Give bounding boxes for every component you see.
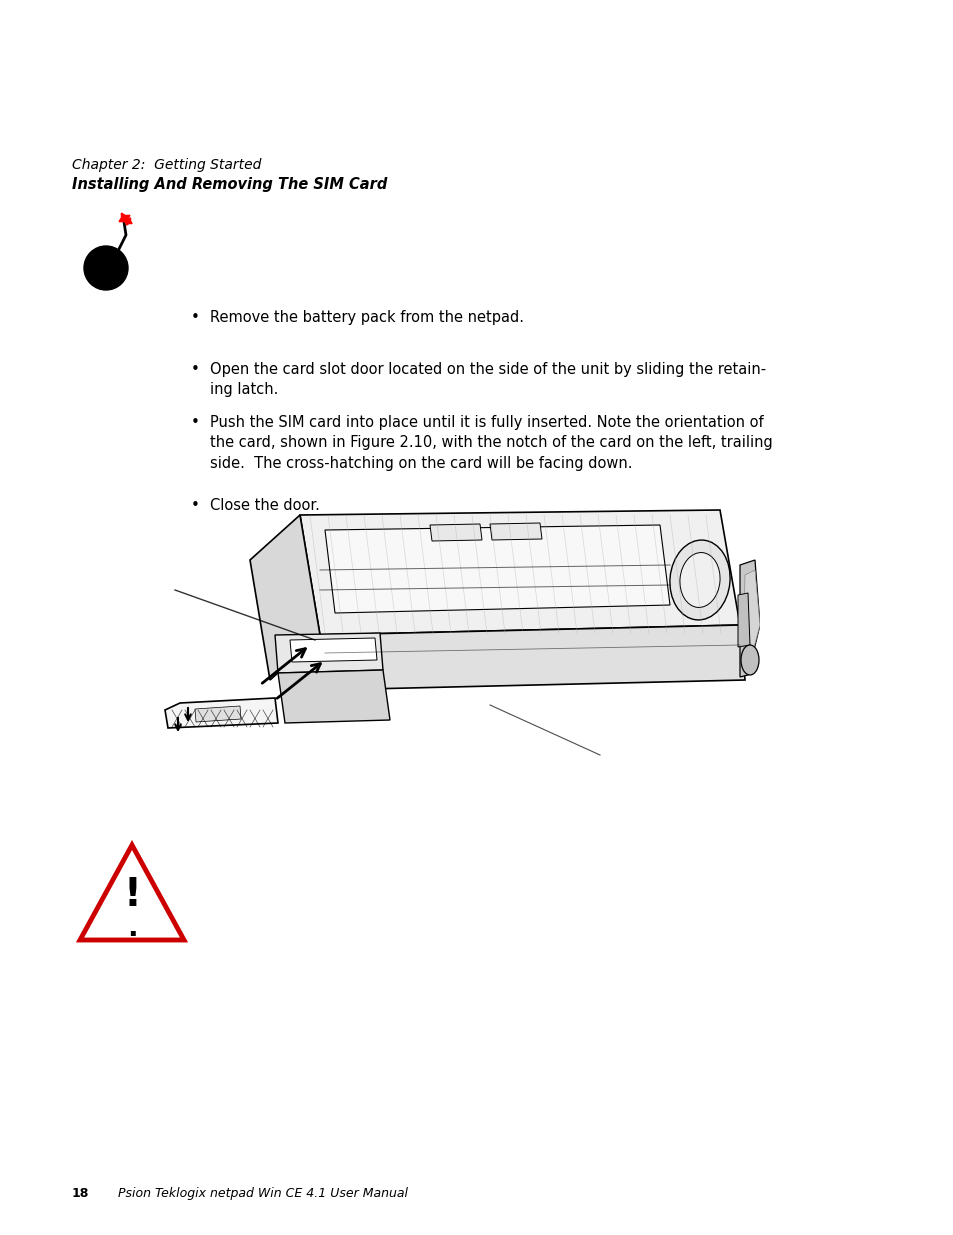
Polygon shape	[299, 510, 740, 635]
Text: .: .	[127, 914, 137, 942]
Text: •: •	[191, 415, 199, 430]
Ellipse shape	[679, 552, 720, 608]
Ellipse shape	[740, 645, 759, 676]
Polygon shape	[277, 671, 390, 722]
Text: •: •	[191, 498, 199, 513]
Text: 18: 18	[71, 1187, 90, 1200]
Polygon shape	[290, 638, 376, 662]
Polygon shape	[165, 698, 277, 727]
Text: •: •	[191, 362, 199, 377]
Polygon shape	[738, 593, 749, 647]
Polygon shape	[325, 525, 669, 613]
Circle shape	[84, 246, 128, 290]
Polygon shape	[740, 559, 760, 677]
Text: Installing And Removing The SIM Card: Installing And Removing The SIM Card	[71, 177, 387, 191]
Polygon shape	[274, 634, 382, 673]
Text: Close the door.: Close the door.	[210, 498, 319, 513]
Polygon shape	[250, 515, 319, 680]
Polygon shape	[194, 706, 241, 722]
Polygon shape	[490, 522, 541, 540]
Text: !: !	[123, 876, 141, 914]
Polygon shape	[319, 625, 744, 690]
Text: Open the card slot door located on the side of the unit by sliding the retain-
i: Open the card slot door located on the s…	[210, 362, 765, 398]
Text: Chapter 2:  Getting Started: Chapter 2: Getting Started	[71, 158, 261, 172]
Text: Remove the battery pack from the netpad.: Remove the battery pack from the netpad.	[210, 310, 523, 325]
Ellipse shape	[669, 540, 729, 620]
Polygon shape	[430, 524, 481, 541]
Text: Push the SIM card into place until it is fully inserted. Note the orientation of: Push the SIM card into place until it is…	[210, 415, 772, 471]
Text: Psion Teklogix netpad Win CE 4.1 User Manual: Psion Teklogix netpad Win CE 4.1 User Ma…	[118, 1187, 408, 1200]
Polygon shape	[743, 571, 760, 671]
Text: •: •	[191, 310, 199, 325]
